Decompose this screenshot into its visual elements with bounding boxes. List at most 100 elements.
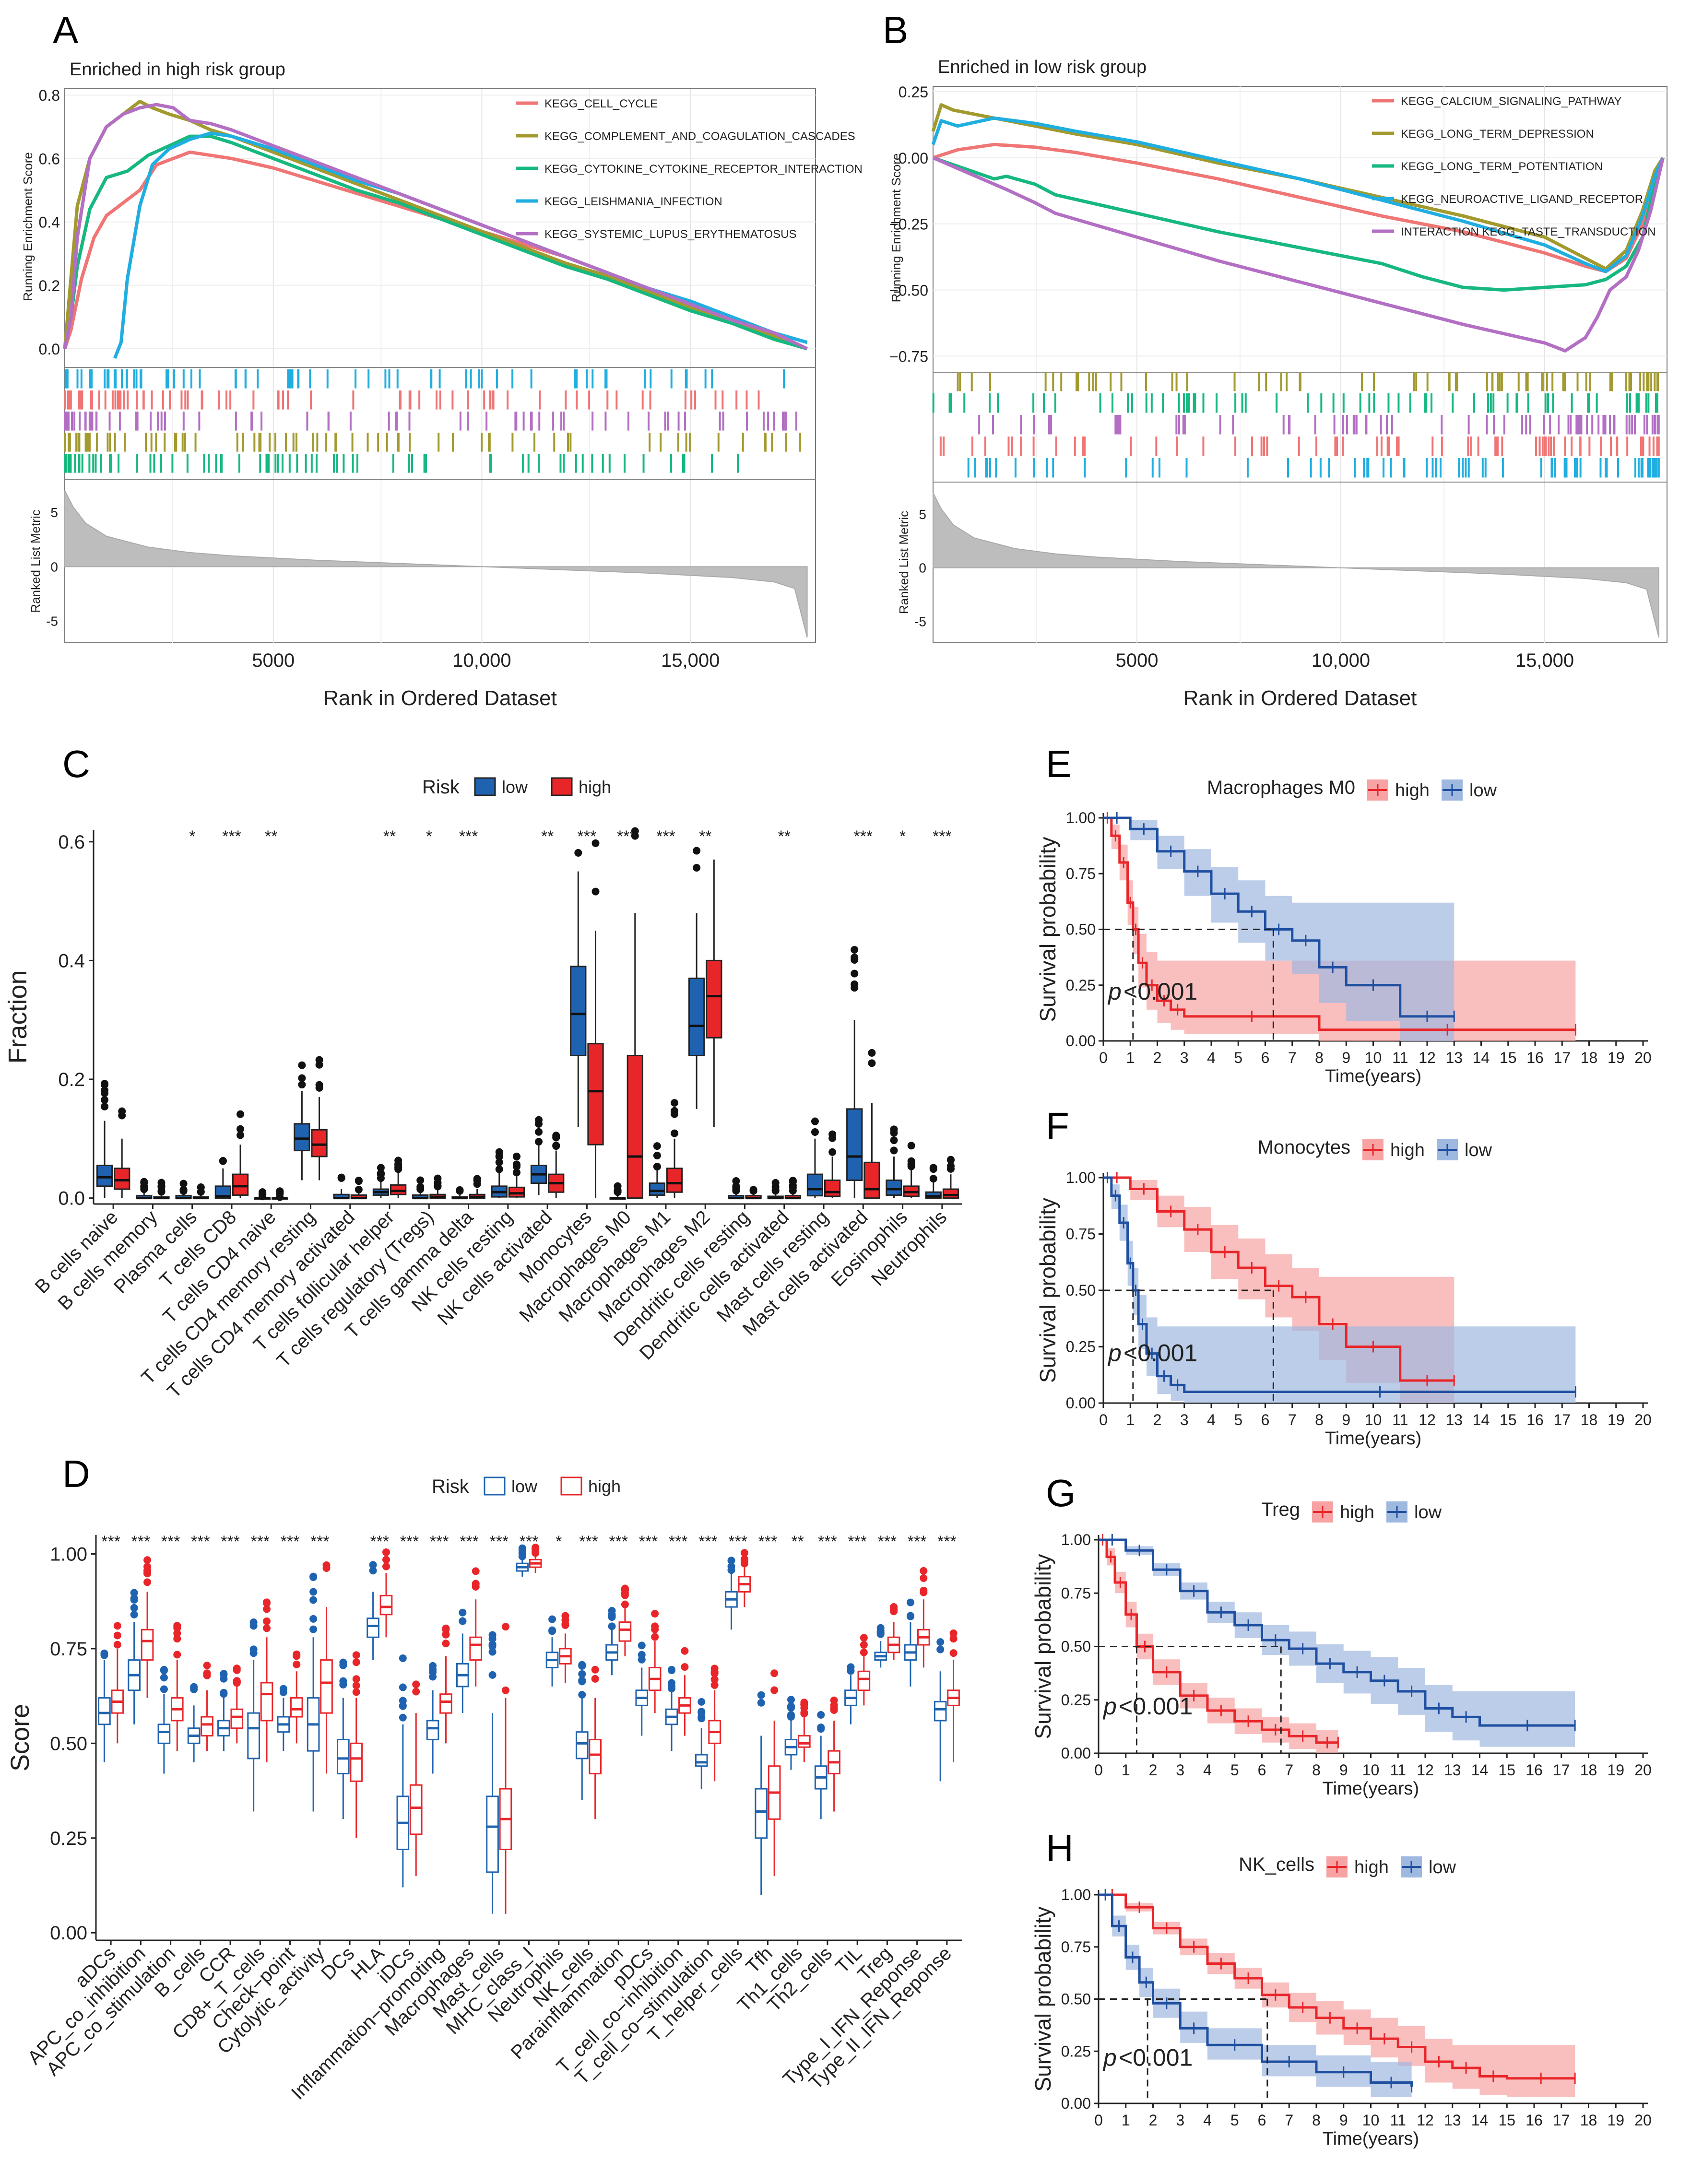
gsea-hit-row-4 (967, 458, 1660, 478)
box-outlier (143, 1570, 152, 1578)
gsea-curve-2 (932, 156, 1665, 292)
box-outlier (693, 863, 701, 872)
box-outlier (293, 1652, 301, 1660)
box-low-15 (688, 847, 705, 1109)
box-outlier (512, 1162, 520, 1170)
km-x-tick-label: 17 (1553, 1411, 1571, 1428)
box-outlier (179, 1186, 188, 1194)
box-outlier (399, 1701, 407, 1710)
box-outlier (512, 1169, 520, 1177)
km-censor-marks-low (1111, 1534, 1576, 1732)
box-significance: *** (131, 1533, 151, 1551)
box-outlier (140, 1183, 148, 1192)
km-x-tick-label: 20 (1634, 2112, 1652, 2129)
box-outlier (591, 1675, 599, 1683)
box-outlier (638, 1641, 646, 1650)
km-y-tick-label: 0.50 (1061, 1638, 1091, 1655)
km-pvalue-text: <0.001 (1119, 1693, 1193, 1720)
box-outlier (698, 1713, 706, 1721)
box-outlier (352, 1658, 360, 1666)
box-body (469, 1636, 483, 1661)
box-outlier (495, 1158, 503, 1167)
box-legend-swatch-high (560, 1476, 582, 1496)
box-high-21 (942, 1156, 959, 1199)
gsea-hit-row-4 (64, 454, 739, 473)
km-ci-band-high (1099, 1895, 1575, 2097)
box-outlier (352, 1688, 360, 1696)
km-legend-label-low: low (1414, 1502, 1442, 1523)
box-outlier (488, 1671, 497, 1679)
km-x-tick-label: 17 (1553, 1049, 1571, 1066)
box-significance: *** (310, 1533, 330, 1551)
box-low-3 (187, 1683, 201, 1762)
box-outlier (101, 1102, 109, 1110)
box-low-9 (367, 1561, 379, 1660)
box-high-25 (857, 1634, 871, 1706)
box-outlier (920, 1574, 928, 1582)
gsea-y-tick-label: 0.00 (899, 150, 928, 167)
box-high-16 (745, 1186, 762, 1200)
box-high-10 (508, 1152, 525, 1198)
box-outlier (113, 1641, 121, 1649)
box-outlier (472, 1580, 480, 1588)
box-outlier (817, 1724, 825, 1732)
box-outlier (851, 980, 859, 988)
box-significance: *** (161, 1533, 180, 1551)
km-x-tick-label: 16 (1525, 1761, 1543, 1779)
box-outlier (847, 1667, 855, 1675)
gsea-legend-label-4: KEGG_SYSTEMIC_LUPUS_ERYTHEMATOSUS (544, 228, 796, 241)
box-outlier (535, 1138, 543, 1146)
box-outlier (337, 1174, 345, 1182)
km-x-tick-label: 0 (1094, 2112, 1103, 2129)
panel-letter-c: C (62, 743, 90, 785)
box-outlier (770, 1669, 779, 1677)
box-outlier (698, 1698, 706, 1706)
box-outlier (157, 1188, 166, 1196)
box-outlier (535, 1128, 543, 1136)
box-body (688, 978, 705, 1056)
box-low-3 (214, 1157, 231, 1199)
box-body (201, 1716, 213, 1737)
box-low-4 (217, 1670, 230, 1751)
box-outlier (472, 1567, 480, 1575)
box-significance: *** (758, 1533, 778, 1551)
box-outlier (591, 887, 600, 896)
box-outlier (817, 1711, 825, 1719)
box-body (260, 1682, 273, 1722)
box-significance: ** (778, 827, 791, 846)
box-outlier (197, 1183, 205, 1192)
box-outlier (442, 1640, 450, 1648)
gsea-rank-tick-label: 0 (919, 561, 926, 576)
box-low-2 (157, 1665, 171, 1774)
box-body (589, 1738, 602, 1775)
box-significance: * (426, 827, 432, 846)
box-low-11 (426, 1662, 439, 1774)
gsea-x-tick-label: 10,000 (452, 650, 511, 671)
box-outlier (651, 1633, 659, 1641)
km-x-tick-label: 8 (1312, 1761, 1321, 1779)
box-outlier (578, 1670, 586, 1678)
gsea-y-tick-label: 0.4 (39, 214, 60, 231)
km-x-tick-label: 15 (1498, 1761, 1515, 1779)
box-outlier (552, 1141, 560, 1149)
box-significance: * (189, 827, 195, 846)
gsea-y-axis-label-bottom: Ranked List Metric (897, 511, 911, 614)
box-low-17 (605, 1607, 618, 1676)
box-outlier (651, 1610, 659, 1618)
box-high-3 (201, 1661, 213, 1751)
box-high-2 (170, 1622, 184, 1751)
box-significance: *** (221, 1533, 240, 1551)
box-low-15 (545, 1615, 559, 1687)
box-outlier (352, 1651, 360, 1659)
box-outlier (298, 1081, 306, 1089)
box-outlier (157, 1182, 166, 1190)
box-outlier (920, 1586, 928, 1594)
box-outlier (868, 1049, 876, 1057)
box-outlier (339, 1677, 347, 1685)
km-x-tick-label: 17 (1553, 1761, 1570, 1779)
box-outlier (830, 1701, 838, 1709)
gsea-y-tick-label: 0.8 (39, 87, 60, 104)
box-low-20 (886, 1125, 902, 1198)
box-outlier (501, 1686, 509, 1694)
box-outlier (399, 1683, 407, 1691)
